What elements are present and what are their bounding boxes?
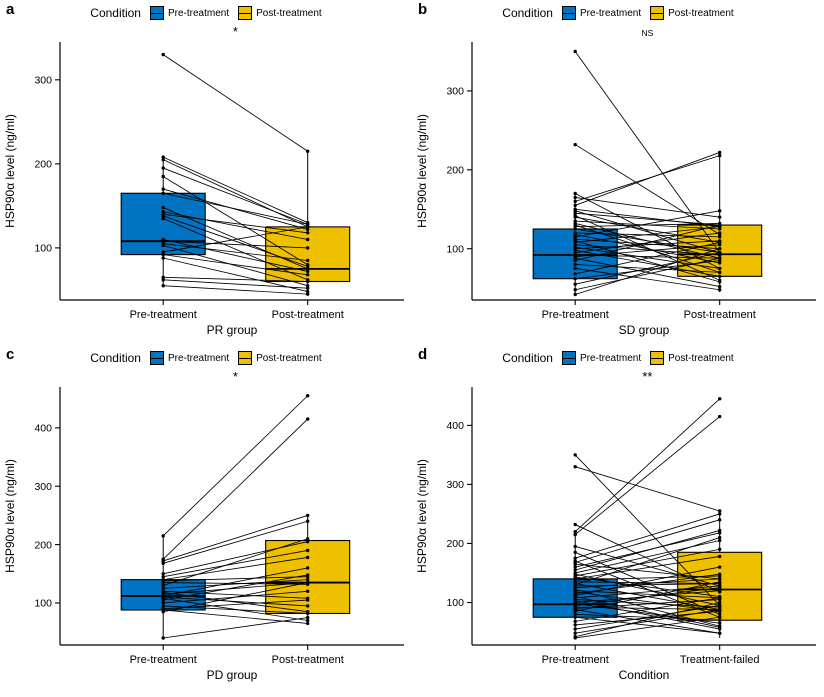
panel-c: c Condition Pre-treatment Post-treatment… [0,345,412,690]
svg-text:300: 300 [446,479,464,491]
svg-text:200: 200 [34,159,52,171]
svg-text:200: 200 [34,539,52,551]
legend-label-post: Post-treatment [256,7,322,19]
post-treatment-swatch-icon [650,351,665,365]
svg-text:100: 100 [34,598,52,610]
svg-text:NS: NS [642,28,654,38]
svg-text:100: 100 [446,597,464,609]
svg-text:*: * [233,369,238,384]
legend-item-post: Post-treatment [238,6,322,20]
svg-text:400: 400 [34,423,52,435]
panel-plot: * 100 200 300 400 Pre-treatment Post-treatment… [0,369,412,692]
panel-label: d [418,346,428,363]
legend-label-post: Post-treatment [668,7,734,19]
panel-a: a Condition Pre-treatment Post-treatment… [0,0,412,345]
svg-text:200: 200 [446,538,464,550]
panel-plot: * 100 200 300 Pre-treatment Post-treatment PR … [0,24,412,347]
svg-text:Post-treatment: Post-treatment [684,309,756,321]
legend-label-pre: Pre-treatment [579,7,642,19]
svg-text:Pre-treatment: Pre-treatment [130,309,197,321]
svg-text:**: ** [642,369,652,384]
svg-text:*: * [233,24,238,39]
svg-text:Post-treatment: Post-treatment [272,309,344,321]
pre-treatment-swatch-icon [149,351,164,365]
legend-item-post: Post-treatment [238,351,322,365]
panel-plot: NS 100 200 300 Pre-treatment Post-treatment SD… [412,24,824,347]
legend-title: Condition [90,351,141,365]
legend: Condition Pre-treatment Post-treatment [0,0,412,24]
pre-treatment-swatch-icon [561,351,576,365]
legend-item-post: Post-treatment [650,6,734,20]
panel-label: c [6,346,15,363]
legend: Condition Pre-treatment Post-treatment [412,345,824,369]
panel-label: b [418,1,428,18]
legend-item-pre: Pre-treatment [149,6,230,20]
legend-label-post: Post-treatment [668,352,734,364]
svg-text:HSP90α level (ng/ml): HSP90α level (ng/ml) [415,114,429,228]
legend-title: Condition [90,6,141,20]
panel-b: b Condition Pre-treatment Post-treatment… [412,0,824,345]
legend-title: Condition [502,351,553,365]
pre-treatment-swatch-icon [149,6,164,20]
svg-text:Pre-treatment: Pre-treatment [542,309,609,321]
legend-item-pre: Pre-treatment [561,6,642,20]
post-treatment-swatch-icon [238,351,253,365]
pre-treatment-swatch-icon [561,6,576,20]
post-treatment-swatch-icon [650,6,665,20]
svg-text:PD group: PD group [207,668,258,682]
svg-text:Condition: Condition [619,668,670,682]
svg-text:Post-treatment: Post-treatment [272,654,344,666]
svg-text:Treatment-failed: Treatment-failed [680,654,760,666]
svg-text:300: 300 [34,74,52,86]
svg-text:HSP90α level (ng/ml): HSP90α level (ng/ml) [415,459,429,573]
panel-d: d Condition Pre-treatment Post-treatment… [412,345,824,690]
svg-text:Pre-treatment: Pre-treatment [542,654,609,666]
svg-text:HSP90α level (ng/ml): HSP90α level (ng/ml) [3,459,17,573]
legend-item-pre: Pre-treatment [149,351,230,365]
panel-plot: ** 100 200 300 400 Pre-treatment Treatment-fai… [412,369,824,692]
svg-text:300: 300 [446,86,464,98]
legend-label-pre: Pre-treatment [167,352,230,364]
legend-title: Condition [502,6,553,20]
post-treatment-swatch-icon [238,6,253,20]
legend-label-post: Post-treatment [256,352,322,364]
svg-text:100: 100 [446,243,464,255]
svg-text:300: 300 [34,481,52,493]
legend-item-post: Post-treatment [650,351,734,365]
legend-label-pre: Pre-treatment [167,7,230,19]
svg-text:Pre-treatment: Pre-treatment [130,654,197,666]
svg-text:SD group: SD group [619,323,670,337]
svg-text:PR group: PR group [207,323,258,337]
legend: Condition Pre-treatment Post-treatment [0,345,412,369]
legend: Condition Pre-treatment Post-treatment [412,0,824,24]
svg-text:200: 200 [446,164,464,176]
legend-item-pre: Pre-treatment [561,351,642,365]
panel-label: a [6,1,15,18]
svg-text:100: 100 [34,243,52,255]
svg-text:400: 400 [446,420,464,432]
legend-label-pre: Pre-treatment [579,352,642,364]
svg-text:HSP90α level (ng/ml): HSP90α level (ng/ml) [3,114,17,228]
